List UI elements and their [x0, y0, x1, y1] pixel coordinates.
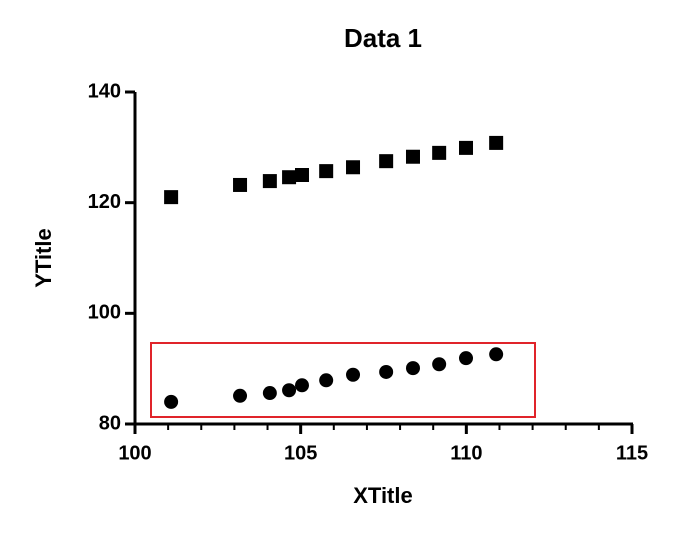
point: [164, 190, 179, 205]
x-tick-label: 105: [284, 442, 317, 464]
point: [346, 160, 361, 175]
y-tick-label: 120: [88, 191, 121, 213]
y-tick-label: 100: [88, 302, 121, 324]
point: [319, 373, 334, 388]
point: [262, 386, 277, 401]
x-tick-label: 115: [616, 442, 648, 464]
point: [282, 170, 297, 185]
point: [489, 347, 504, 362]
point: [346, 367, 361, 382]
x-tick-label: 100: [118, 442, 151, 464]
point: [379, 364, 394, 379]
point: [459, 140, 474, 155]
point: [282, 383, 297, 398]
point: [262, 174, 277, 189]
point: [432, 357, 447, 372]
point: [294, 168, 309, 182]
point: [233, 177, 248, 192]
point: [489, 135, 504, 150]
point: [405, 149, 420, 164]
point: [233, 388, 248, 403]
x-tick-label: 110: [450, 442, 482, 464]
y-tick-label: 140: [88, 80, 121, 102]
point: [432, 145, 447, 160]
y-axis-title: YTitle: [31, 228, 56, 288]
point: [319, 164, 334, 179]
point: [405, 361, 420, 376]
x-axis-title: XTitle: [353, 483, 413, 508]
point: [379, 154, 394, 169]
point: [164, 394, 179, 409]
highlight-box: [150, 342, 536, 418]
point: [459, 351, 474, 366]
point: [294, 378, 309, 393]
chart-title: Data 1: [344, 23, 422, 53]
y-tick-label: 80: [99, 412, 121, 434]
